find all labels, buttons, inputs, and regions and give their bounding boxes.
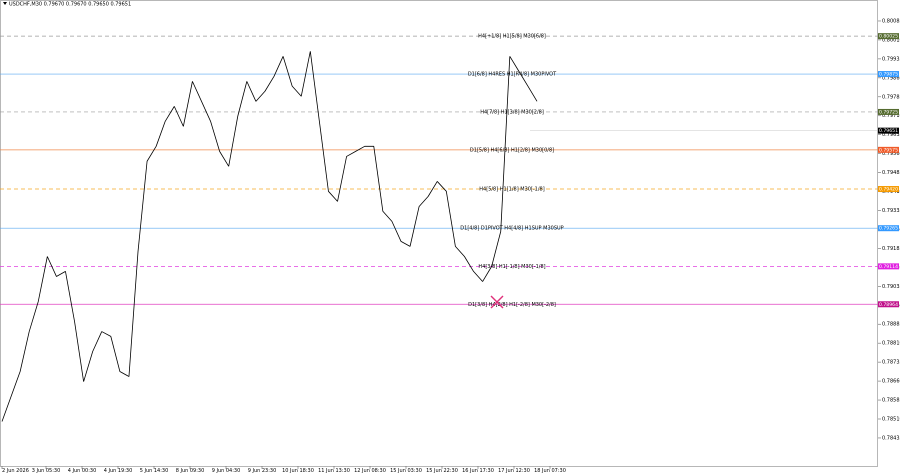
y-tick-label: 0.79635	[882, 132, 900, 138]
x-tick-label: 4 Jun 00:30	[68, 468, 97, 474]
x-tick-label: 5 Jun 14:30	[140, 468, 169, 474]
level-label: D1[4/8] D1PIVOT H4[4/8] H1SUP M30SUP	[460, 226, 563, 232]
level-label: H4[+1/8] H1[5/8] M30[6/8]	[478, 34, 546, 40]
price-box	[878, 225, 899, 232]
price-box-label: 0.79420	[879, 187, 898, 193]
x-tick-label: 12 Jun 08:30	[354, 468, 386, 474]
y-tick-label: 0.80085	[882, 18, 900, 24]
price-box	[878, 263, 899, 270]
marker-line	[490, 295, 504, 309]
y-tick-label: 0.78885	[882, 322, 900, 328]
y-tick-label: 0.79485	[882, 170, 900, 176]
plot-frame	[0, 0, 878, 467]
x-tick-label: 16 Jun 17:30	[462, 468, 494, 474]
level-label: H4[3/8] H1[-1/8] M30[-1/8]	[478, 264, 545, 270]
price-box	[878, 33, 899, 40]
chart-title: USDCHF,M30 0.79670 0.79670 0.79650 0.796…	[9, 2, 131, 8]
price-box-label: 0.79725	[879, 109, 898, 115]
y-tick-label: 0.78735	[882, 360, 900, 366]
x-tick-label: 3 Jun 05:30	[32, 468, 61, 474]
x-tick-label: 9 Jun 04:30	[212, 468, 241, 474]
x-tick-label: 4 Jun 19:30	[104, 468, 133, 474]
price-line	[1, 51, 538, 422]
y-tick-label: 0.78585	[882, 398, 900, 404]
price-box-label: 0.80025	[879, 34, 898, 40]
symbol-icon	[3, 2, 7, 5]
x-tick-label: 15 Jun 03:30	[390, 468, 422, 474]
x-tick-label: 9 Jun 23:30	[248, 468, 277, 474]
x-tick-label: 2 Jun 2026	[2, 468, 29, 474]
x-tick-label: 17 Jun 12:30	[498, 468, 530, 474]
y-tick-label: 0.79335	[882, 208, 900, 214]
price-box	[878, 301, 899, 308]
y-tick-label: 0.79785	[882, 94, 900, 100]
price-box	[878, 186, 899, 193]
y-tick-label: 0.79935	[882, 56, 900, 62]
marker-x	[490, 295, 504, 309]
y-tick-label: 0.79185	[882, 246, 900, 252]
price-box	[878, 108, 899, 115]
price-box-label: 0.79265	[879, 226, 898, 232]
price-box	[878, 127, 899, 134]
price-box-label: 0.79575	[879, 147, 898, 153]
price-box-label: 0.79875	[879, 72, 898, 78]
x-tick-label: 8 Jun 09:30	[176, 468, 205, 474]
x-tick-label: 15 Jun 22:30	[426, 468, 458, 474]
x-tick-label: 18 Jun 07:30	[534, 468, 566, 474]
y-tick-label: 0.79035	[882, 284, 900, 290]
level-label: D1[3/8] H4[2/8] H1[-2/8] M30[-2/8]	[468, 302, 556, 308]
y-tick-label: 0.78435	[882, 435, 900, 441]
level-label: D1[5/8] H4[6/8] H1[2/8] M30[0/8]	[470, 147, 554, 153]
x-tick-label: 10 Jun 18:30	[282, 468, 314, 474]
current-price-label: 0.79651	[879, 128, 898, 134]
price-box	[878, 146, 899, 153]
level-label: H4[7/8] H1[3/8] M30[2/8]	[480, 109, 544, 115]
x-tick-label: 11 Jun 13:30	[318, 468, 350, 474]
level-label: H4[5/8] H1[1/8] M30[-1/8]	[479, 187, 544, 193]
price-box-label: 0.79114	[879, 264, 898, 270]
level-label: D1[6/8] H4RES H1[R4/8] M30PIVOT	[468, 72, 557, 78]
price-box	[878, 71, 899, 78]
price-box-label: 0.78964	[879, 302, 898, 308]
